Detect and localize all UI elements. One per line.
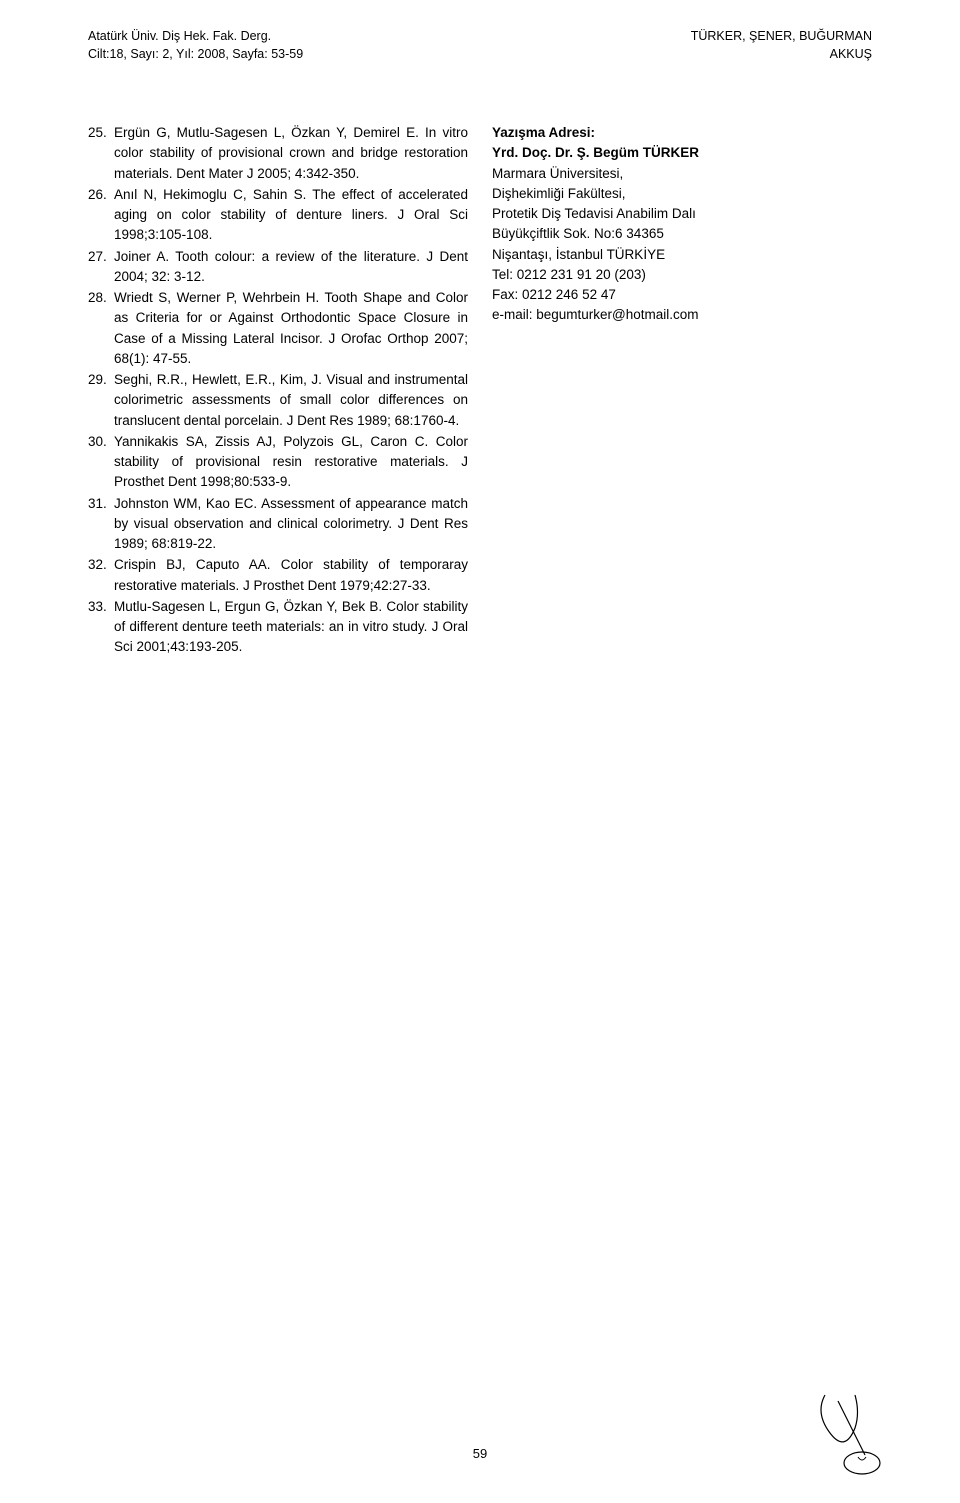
contact-university: Marmara Üniversitesi, [492,164,872,184]
page-header: Atatürk Üniv. Diş Hek. Fak. Derg. Cilt:1… [0,0,960,63]
content-area: 25.Ergün G, Mutlu-Sagesen L, Özkan Y, De… [0,63,960,659]
authors-line2: AKKUŞ [691,46,872,64]
references-column: 25.Ergün G, Mutlu-Sagesen L, Özkan Y, De… [88,123,468,659]
contact-heading: Yazışma Adresi: [492,123,872,143]
reference-item: 31.Johnston WM, Kao EC. Assessment of ap… [88,494,468,555]
reference-text: Seghi, R.R., Hewlett, E.R., Kim, J. Visu… [114,370,468,431]
reference-item: 32.Crispin BJ, Caputo AA. Color stabilit… [88,555,468,596]
reference-item: 25.Ergün G, Mutlu-Sagesen L, Özkan Y, De… [88,123,468,184]
reference-text: Johnston WM, Kao EC. Assessment of appea… [114,494,468,555]
reference-text: Joiner A. Tooth colour: a review of the … [114,247,468,288]
contact-tel: Tel: 0212 231 91 20 (203) [492,265,872,285]
header-right: TÜRKER, ŞENER, BUĞURMAN AKKUŞ [691,28,872,63]
reference-number: 25. [88,123,114,184]
reference-number: 28. [88,288,114,369]
contact-city: Nişantaşı, İstanbul TÜRKİYE [492,245,872,265]
reference-text: Yannikakis SA, Zissis AJ, Polyzois GL, C… [114,432,468,493]
contact-address: Büyükçiftlik Sok. No:6 34365 [492,224,872,244]
reference-item: 29.Seghi, R.R., Hewlett, E.R., Kim, J. V… [88,370,468,431]
reference-item: 26.Anıl N, Hekimoglu C, Sahin S. The eff… [88,185,468,246]
issue-info: Cilt:18, Sayı: 2, Yıl: 2008, Sayfa: 53-5… [88,46,303,64]
contact-name: Yrd. Doç. Dr. Ş. Begüm TÜRKER [492,143,872,163]
reference-item: 28.Wriedt S, Werner P, Wehrbein H. Tooth… [88,288,468,369]
reference-item: 30.Yannikakis SA, Zissis AJ, Polyzois GL… [88,432,468,493]
contact-column: Yazışma Adresi: Yrd. Doç. Dr. Ş. Begüm T… [492,123,872,659]
reference-text: Crispin BJ, Caputo AA. Color stability o… [114,555,468,596]
authors-line1: TÜRKER, ŞENER, BUĞURMAN [691,28,872,46]
reference-item: 33.Mutlu-Sagesen L, Ergun G, Özkan Y, Be… [88,597,468,658]
header-left: Atatürk Üniv. Diş Hek. Fak. Derg. Cilt:1… [88,28,303,63]
reference-number: 27. [88,247,114,288]
reference-number: 26. [88,185,114,246]
reference-number: 32. [88,555,114,596]
reference-number: 31. [88,494,114,555]
reference-number: 33. [88,597,114,658]
contact-email: e-mail: begumturker@hotmail.com [492,305,872,325]
contact-department: Protetik Diş Tedavisi Anabilim Dalı [492,204,872,224]
contact-faculty: Dişhekimliği Fakültesi, [492,184,872,204]
reference-text: Wriedt S, Werner P, Wehrbein H. Tooth Sh… [114,288,468,369]
page-number: 59 [473,1446,487,1461]
contact-fax: Fax: 0212 246 52 47 [492,285,872,305]
journal-name: Atatürk Üniv. Diş Hek. Fak. Derg. [88,28,303,46]
reference-number: 30. [88,432,114,493]
reference-number: 29. [88,370,114,431]
reference-text: Ergün G, Mutlu-Sagesen L, Özkan Y, Demir… [114,123,468,184]
reference-item: 27.Joiner A. Tooth colour: a review of t… [88,247,468,288]
reference-text: Mutlu-Sagesen L, Ergun G, Özkan Y, Bek B… [114,597,468,658]
signature-icon [810,1383,900,1483]
reference-text: Anıl N, Hekimoglu C, Sahin S. The effect… [114,185,468,246]
